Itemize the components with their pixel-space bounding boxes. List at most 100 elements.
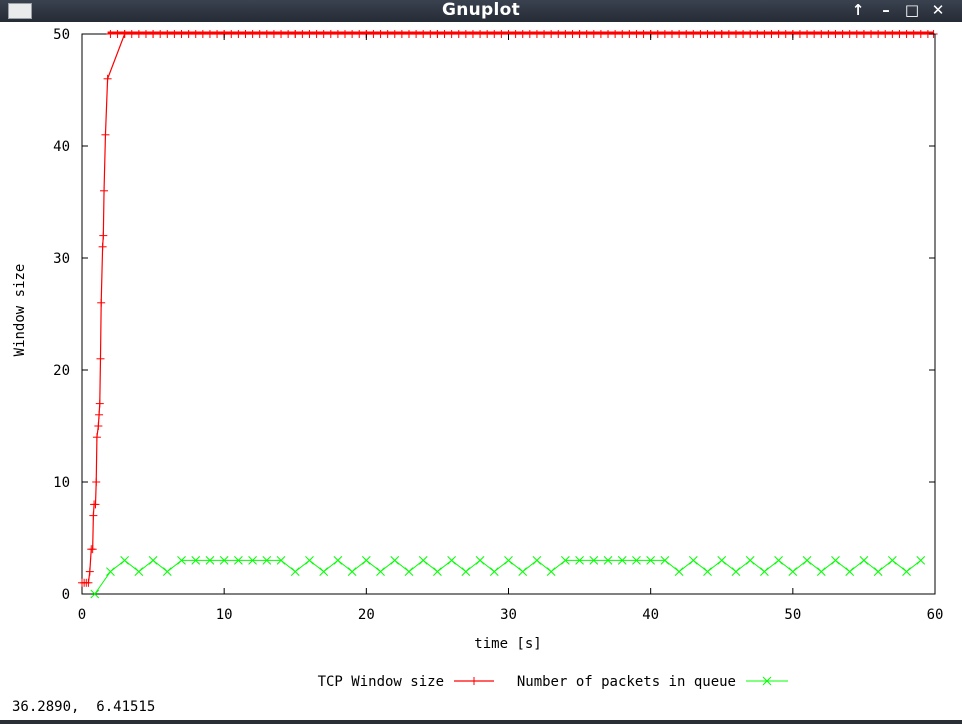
plus-point [100, 186, 109, 195]
cross-point [546, 567, 556, 576]
y-tick-label: 40 [53, 139, 70, 155]
cross-point [845, 567, 855, 576]
cross-point [802, 556, 812, 565]
x-tick-label: 10 [216, 607, 233, 623]
cross-point [489, 567, 499, 576]
cross-point [305, 556, 314, 565]
x-tick-label: 20 [358, 607, 375, 623]
cross-point [745, 556, 755, 565]
cross-point [646, 556, 656, 565]
cross-point [504, 556, 513, 565]
plus-point [92, 433, 101, 442]
y-tick-label: 0 [62, 587, 70, 603]
series-queue-packets [90, 556, 926, 599]
cross-point [447, 556, 456, 565]
cross-point [134, 567, 144, 576]
chart-svg[interactable]: 0 10 20 30 40 50 60 0 10 20 30 40 50 time [s] Window… [0, 22, 962, 722]
plus-point [89, 511, 98, 520]
cross-point [234, 556, 243, 565]
cross-point [404, 567, 414, 576]
cross-point [262, 556, 272, 565]
cross-point [319, 567, 329, 576]
y-tick-label: 10 [53, 475, 70, 491]
window-menu-icon[interactable] [8, 3, 32, 19]
cross-point [475, 556, 485, 565]
plus-point [103, 74, 112, 83]
cross-point [575, 556, 584, 565]
cross-point [731, 567, 741, 576]
legend: TCP Window size Number of packets in queu… [318, 674, 788, 690]
cross-point [120, 556, 130, 565]
cross-point [632, 556, 641, 565]
cross-point [433, 567, 442, 576]
minimize-button[interactable]: – [882, 1, 890, 19]
y-axis-label: Window size [12, 264, 28, 357]
cross-point [205, 556, 215, 565]
cross-point [361, 556, 371, 565]
series-tcp-window [78, 30, 938, 587]
cross-point [276, 556, 286, 565]
y-tick-label: 50 [53, 27, 70, 43]
plus-point [88, 545, 97, 554]
plus-point [98, 242, 107, 251]
cross-point [390, 556, 400, 565]
title-bar[interactable]: Gnuplot ↑ – □ ✕ [0, 0, 962, 22]
close-button[interactable]: ✕ [931, 1, 945, 19]
cross-point [760, 567, 769, 576]
plus-point [84, 578, 93, 587]
plus-point [92, 478, 101, 486]
cross-point [561, 556, 570, 565]
x-tick-label: 0 [78, 607, 86, 623]
cross-point [248, 556, 257, 565]
x-tick-label: 60 [927, 607, 944, 623]
cross-point [90, 589, 100, 599]
x-tick-label: 50 [784, 607, 801, 623]
cross-point [589, 556, 599, 565]
series-line [82, 33, 934, 584]
cross-point [816, 567, 826, 576]
cross-point [887, 556, 897, 565]
y-tick-label: 30 [53, 251, 70, 267]
window-bottom-border [0, 720, 962, 724]
cross-point [859, 556, 869, 565]
plus-point [91, 500, 100, 509]
plus-point [96, 354, 105, 363]
cross-point [873, 567, 883, 576]
cross-point [148, 556, 158, 565]
plot-canvas[interactable]: 0 10 20 30 40 50 60 0 10 20 30 40 50 time [s] Window… [0, 22, 962, 722]
plus-point [85, 567, 94, 576]
cross-point [916, 556, 926, 565]
cross-point [532, 556, 542, 565]
cross-point [290, 567, 300, 576]
stick-button[interactable]: ↑ [851, 1, 865, 19]
cross-point [106, 567, 115, 576]
cross-point [347, 567, 357, 576]
cross-point [788, 567, 798, 576]
cross-point [518, 567, 528, 576]
x-tick-label: 30 [500, 607, 517, 623]
cross-point [177, 556, 186, 565]
cross-point [219, 556, 229, 565]
cross-point [333, 556, 343, 565]
cross-point [688, 556, 698, 565]
cross-point [191, 556, 201, 565]
cross-point [717, 556, 727, 565]
cross-point [902, 567, 911, 576]
maximize-button[interactable]: □ [904, 1, 920, 19]
y-tick-label: 20 [53, 363, 70, 379]
cross-point [376, 567, 385, 576]
plus-point [101, 130, 110, 139]
plus-point [94, 422, 103, 430]
legend-label-tcp: TCP Window size [318, 674, 444, 690]
plot-border [81, 33, 936, 595]
x-axis-label: time [s] [474, 636, 541, 652]
legend-label-queue: Number of packets in queue [517, 674, 736, 690]
plus-point [99, 231, 108, 240]
cross-point [831, 556, 840, 565]
x-tick-label: 40 [642, 607, 659, 623]
cross-point [162, 567, 172, 576]
cross-point [603, 556, 613, 565]
cross-point [762, 676, 772, 686]
window-title: Gnuplot [441, 0, 521, 20]
